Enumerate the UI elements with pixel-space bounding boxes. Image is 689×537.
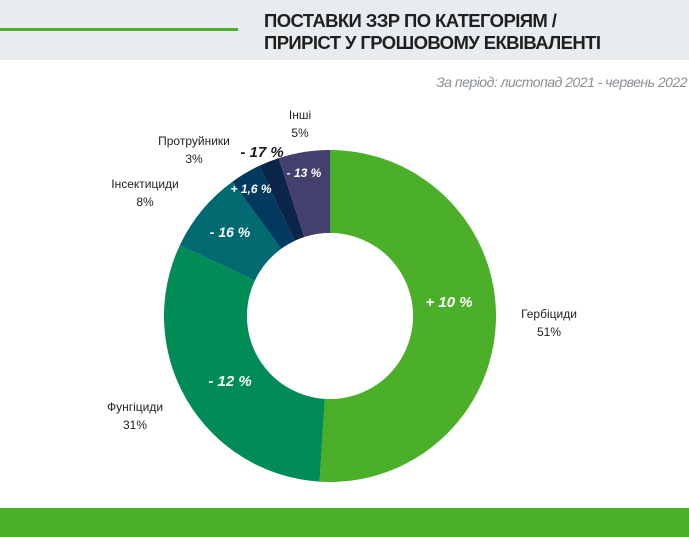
- growth-label-4: - 17 %: [240, 144, 283, 161]
- category-percent-2: 8%: [136, 195, 154, 209]
- footer-band: [0, 508, 689, 537]
- title-line-2: ПРИРІСТ У ГРОШОВОМУ ЕКВІВАЛЕНТІ: [264, 32, 601, 53]
- growth-label-1: - 12 %: [208, 373, 251, 390]
- slice-3: [232, 165, 295, 249]
- slice-5: [278, 150, 330, 238]
- page-title: ПОСТАВКИ ЗЗР ПО КАТЕГОРІЯМ / ПРИРІСТ У Г…: [264, 10, 684, 54]
- slices-group: [164, 150, 497, 483]
- growth-label-2: - 16 %: [210, 224, 251, 240]
- category-name-5: Інші: [289, 108, 311, 122]
- period-subtitle: За період: листопад 2021 - червень 2022: [436, 74, 687, 90]
- growth-label-3: + 1,6 %: [230, 182, 271, 196]
- labels-group: + 10 % Гербіциди 51% - 12 % Фунгіциди 31% - 16…: [107, 108, 577, 432]
- category-name-2: Інсектициди: [111, 177, 179, 191]
- category-name-1: Фунгіциди: [107, 400, 163, 414]
- growth-label-0: + 10 %: [425, 294, 472, 311]
- slice-4: [259, 158, 305, 241]
- category-percent-3: 3%: [185, 152, 203, 166]
- donut-hole: [247, 233, 413, 399]
- slice-1: [164, 245, 325, 482]
- header-accent-line: [0, 28, 238, 31]
- category-name-3: Протруйники: [158, 134, 230, 148]
- category-percent-1: 31%: [123, 418, 147, 432]
- slice-0: [319, 150, 497, 483]
- category-name-0: Гербіциди: [521, 307, 577, 321]
- category-percent-5: 5%: [291, 126, 309, 140]
- category-percent-0: 51%: [537, 325, 561, 339]
- growth-label-5: - 13 %: [287, 166, 322, 180]
- title-line-1: ПОСТАВКИ ЗЗР ПО КАТЕГОРІЯМ /: [264, 10, 557, 31]
- slice-2: [179, 181, 282, 281]
